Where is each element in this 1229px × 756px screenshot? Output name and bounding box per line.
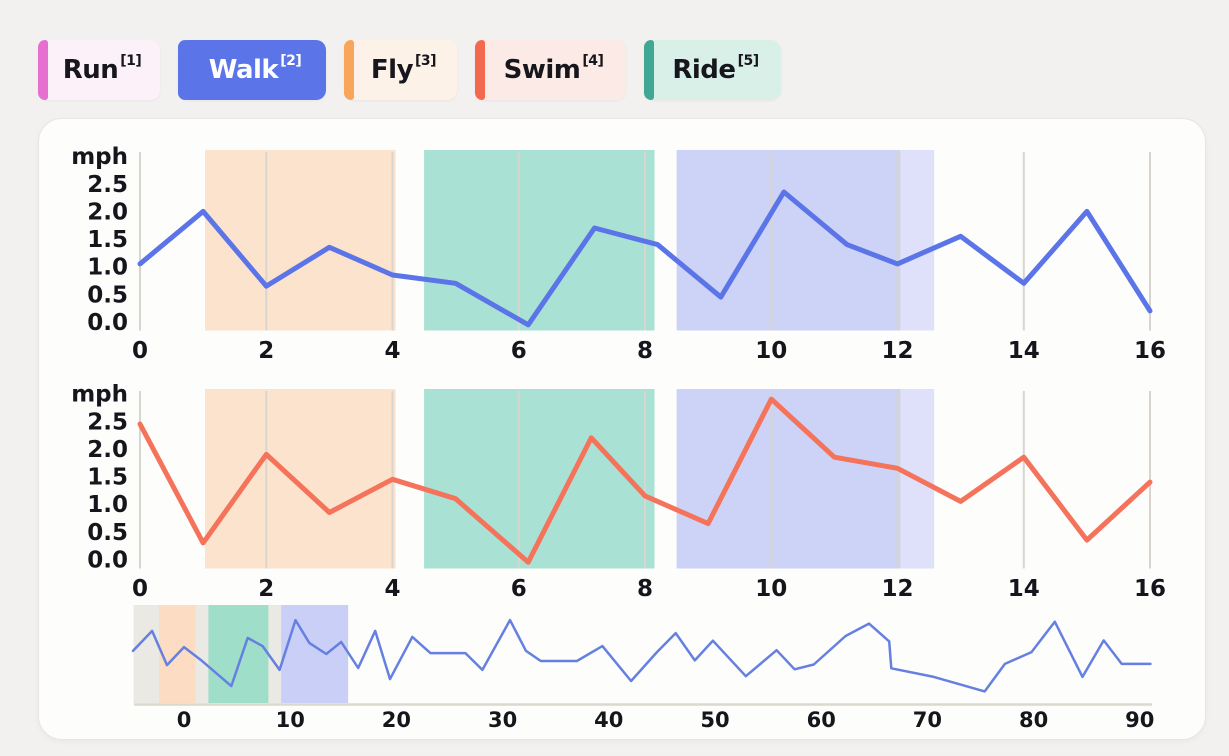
x-tick-label: 12 <box>881 576 913 602</box>
region-purple <box>676 389 901 569</box>
y-tick-label: 2.0 <box>87 437 128 463</box>
y-tick-label: 1.0 <box>87 492 128 518</box>
region-teal <box>208 605 269 703</box>
y-tick-label: 1.5 <box>87 465 128 491</box>
x-tick-label: 2 <box>258 576 274 602</box>
y-tick-label: 0.0 <box>87 548 128 574</box>
swim-line <box>137 396 1153 565</box>
legend-button-fly[interactable]: Fly [3] <box>344 40 457 100</box>
y-tick-label: 0.0 <box>87 310 128 336</box>
x-tick-label: 50 <box>700 708 729 732</box>
x-tick-label: 2 <box>258 338 274 364</box>
region-teal <box>424 150 655 331</box>
legend-button-walk[interactable]: Walk [2] <box>178 40 326 100</box>
x-tick-label: 20 <box>382 708 411 732</box>
region-orange <box>205 389 396 569</box>
x-tick-label: 10 <box>276 708 305 732</box>
y-tick-label: 2.5 <box>87 409 128 435</box>
x-tick-label: 8 <box>637 576 653 602</box>
legend-label-swim: Swim [4] <box>503 53 604 85</box>
x-tick-label: 0 <box>132 576 148 602</box>
legend-label-ride: Ride [5] <box>672 53 759 85</box>
y-tick-label: 0.5 <box>87 282 128 308</box>
y-tick-label: 2.0 <box>87 199 128 225</box>
region-purple <box>281 605 349 703</box>
x-tick-label: 16 <box>1134 576 1166 602</box>
legend-label-run: Run [1] <box>62 53 142 85</box>
fly-accent-bar <box>344 40 354 100</box>
region-orange <box>205 150 396 331</box>
x-tick-label: 6 <box>511 338 527 364</box>
legend-bar: Run [1] Walk [2] Fly [3] Swim [4] Ride [5] <box>38 40 781 100</box>
overview-chart: 0 10 20 30 40 50 60 70 80 90 <box>131 605 1154 732</box>
run-accent-bar <box>38 40 48 100</box>
legend-label-fly: Fly [3] <box>370 53 437 85</box>
y-tick-label: 1.5 <box>87 227 128 253</box>
legend-button-ride[interactable]: Ride [5] <box>644 40 781 100</box>
x-tick-label: 10 <box>755 338 787 364</box>
legend-button-run[interactable]: Run [1] <box>38 40 160 100</box>
region-purple-light <box>900 150 935 331</box>
x-tick-label: 6 <box>511 576 527 602</box>
x-tick-label: 16 <box>1134 338 1166 364</box>
overview-line <box>131 618 1152 693</box>
x-tick-label: 60 <box>807 708 836 732</box>
x-tick-label: 8 <box>637 338 653 364</box>
x-tick-label: 0 <box>177 708 192 732</box>
ride-accent-bar <box>644 40 654 100</box>
x-tick-label: 4 <box>384 576 400 602</box>
walk-line <box>137 189 1153 328</box>
x-tick-label: 90 <box>1125 708 1154 732</box>
y-tick-label: 0.5 <box>87 520 128 546</box>
y-tick-label: 2.5 <box>87 172 128 198</box>
x-tick-label: 70 <box>913 708 942 732</box>
y-tick-label: 1.0 <box>87 255 128 281</box>
x-tick-label: 12 <box>881 338 913 364</box>
x-tick-label: 80 <box>1019 708 1048 732</box>
walk-accent-bar <box>178 40 188 100</box>
y-axis-unit-label: mph <box>71 381 128 407</box>
y-axis-unit-label: mph <box>71 144 128 170</box>
region-purple <box>676 150 901 331</box>
x-tick-label: 40 <box>594 708 623 732</box>
x-tick-label: 14 <box>1008 338 1040 364</box>
x-tick-label: 0 <box>132 338 148 364</box>
legend-button-swim[interactable]: Swim [4] <box>475 40 626 100</box>
x-tick-label: 4 <box>384 338 400 364</box>
swim-accent-bar <box>475 40 485 100</box>
x-tick-label: 30 <box>488 708 517 732</box>
legend-label-walk: Walk [2] <box>208 53 302 85</box>
x-tick-label: 14 <box>1008 576 1040 602</box>
x-tick-label: 10 <box>755 576 787 602</box>
